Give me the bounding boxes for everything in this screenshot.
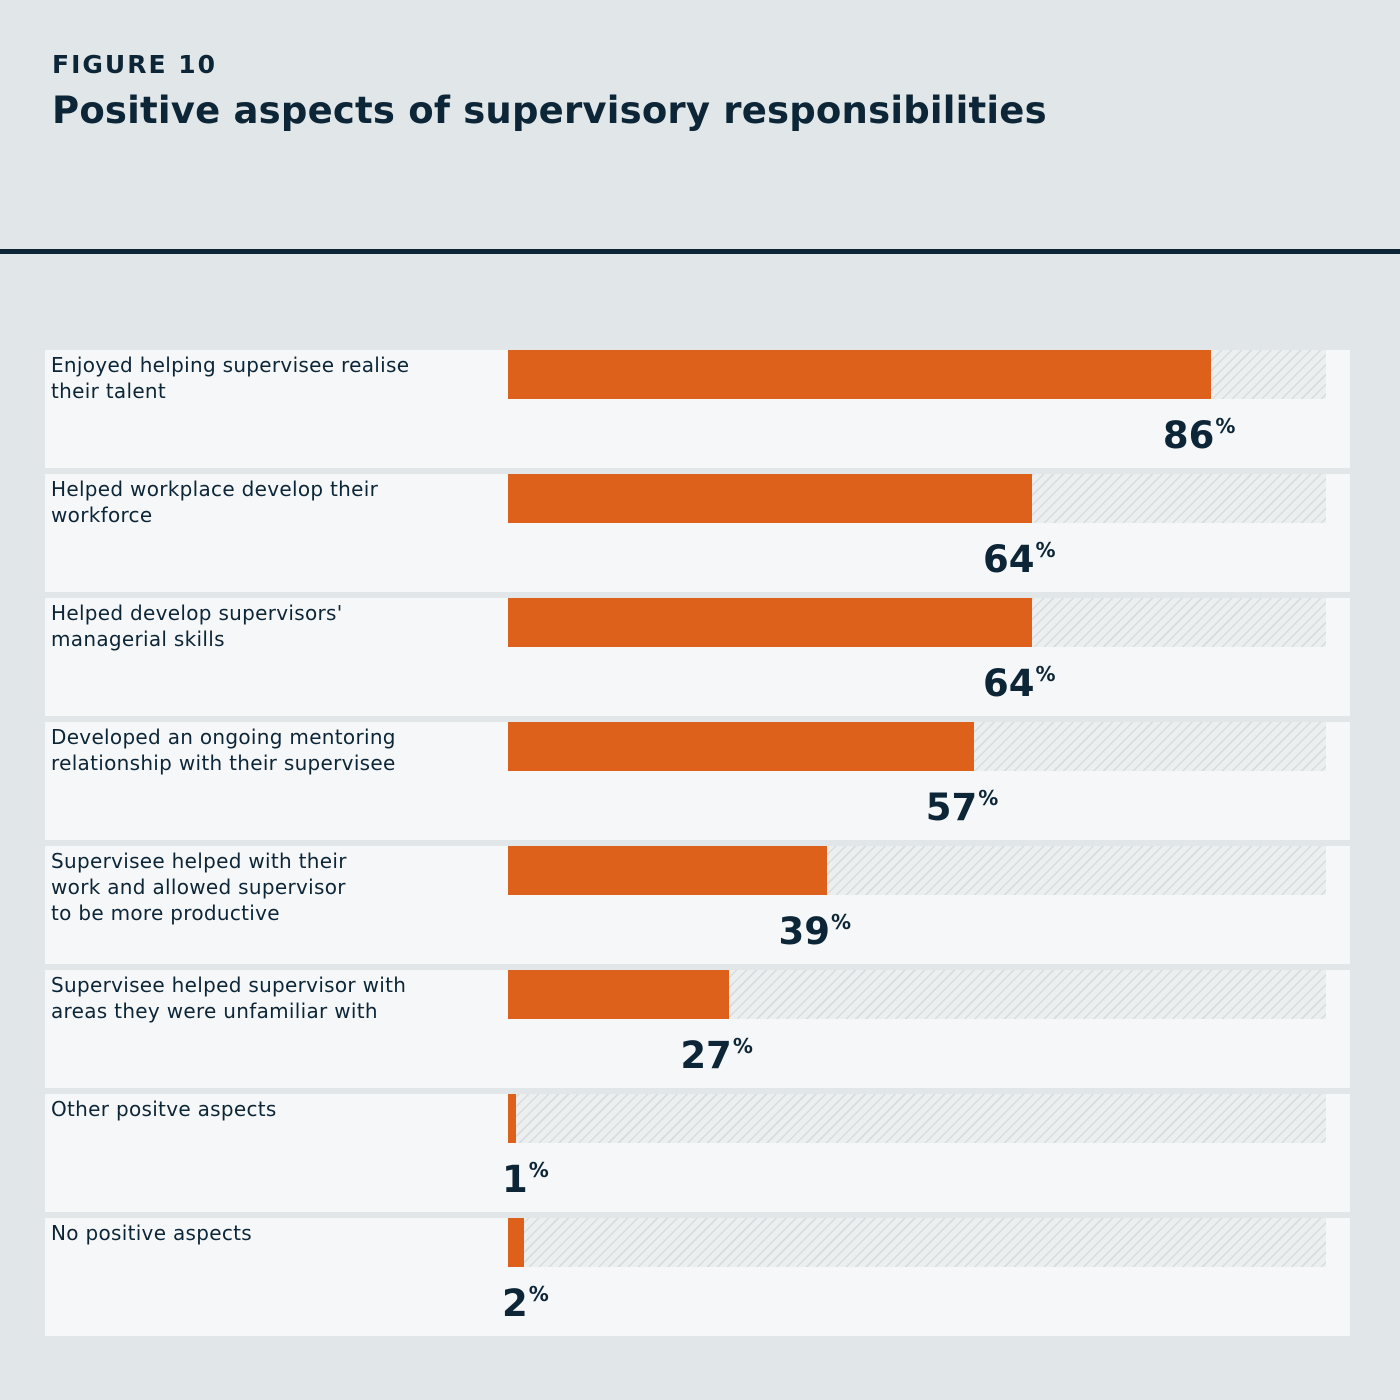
chart-row: Supervisee helped with their work and all… xyxy=(45,846,1350,964)
bar xyxy=(508,1094,517,1143)
category-label: Enjoyed helping supervisee realise their … xyxy=(51,353,410,403)
chart-header: FIGURE 10 Positive aspects of supervisor… xyxy=(52,50,1360,132)
chart-row: Developed an ongoing mentoring relationsh… xyxy=(45,722,1350,840)
chart-row: No positive aspects 2% xyxy=(45,1218,1350,1336)
bar xyxy=(508,598,1032,647)
category-label: Supervisee helped supervisor with areas t… xyxy=(51,973,407,1023)
category-label: Helped develop supervisors' managerial sk… xyxy=(51,601,343,651)
category-label: No positive aspects xyxy=(51,1221,252,1245)
data-label: 39% xyxy=(778,910,852,953)
figure-label: FIGURE 10 xyxy=(52,50,218,79)
data-label: 64% xyxy=(982,662,1056,705)
chart-row: Enjoyed helping supervisee realise their … xyxy=(45,350,1350,468)
bar xyxy=(508,970,729,1019)
bar xyxy=(508,722,975,771)
data-label: 27% xyxy=(680,1034,753,1077)
chart-row: Other positve aspects 1% xyxy=(45,1094,1350,1212)
category-label: Other positve aspects xyxy=(51,1097,277,1121)
chart-row: Supervisee helped supervisor with areas t… xyxy=(45,970,1350,1088)
category-label: Developed an ongoing mentoring relationsh… xyxy=(51,725,396,775)
bar-track xyxy=(508,1218,1326,1267)
chart-row: Helped develop supervisors' managerial sk… xyxy=(45,598,1350,716)
chart-title: Positive aspects of supervisory responsi… xyxy=(52,89,1047,132)
chart-row: Helped workplace develop their workforce 6… xyxy=(45,474,1350,592)
bar-track xyxy=(508,1094,1326,1143)
category-label: Helped workplace develop their workforce xyxy=(51,477,379,527)
header-divider xyxy=(0,249,1400,254)
data-label: 2% xyxy=(502,1282,549,1325)
bar-chart: Enjoyed helping supervisee realise their … xyxy=(45,350,1350,1342)
data-label: 86% xyxy=(1162,414,1236,457)
data-label: 1% xyxy=(502,1158,549,1201)
bar xyxy=(508,350,1212,399)
data-label: 57% xyxy=(925,786,999,829)
bar xyxy=(508,1218,525,1267)
bar xyxy=(508,846,828,895)
bar xyxy=(508,474,1032,523)
data-label: 64% xyxy=(982,538,1056,581)
category-label: Supervisee helped with their work and all… xyxy=(51,849,347,925)
